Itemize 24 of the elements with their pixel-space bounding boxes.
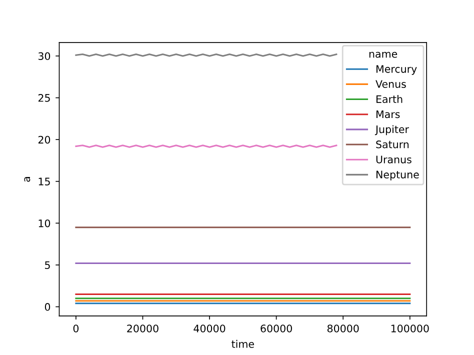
x-tick-label: 40000 — [194, 324, 226, 332]
legend-label: Mercury — [376, 65, 417, 75]
y-tick-label: 10 — [38, 219, 50, 228]
legend-label: Mars — [376, 110, 400, 118]
x-tick-label: 0 — [73, 324, 79, 332]
legend-label: Earth — [376, 95, 402, 104]
x-axis-title: time — [232, 340, 254, 348]
y-tick-label: 20 — [38, 136, 50, 144]
legend-label: Neptune — [376, 170, 419, 180]
legend-label: Jupiter — [374, 125, 409, 136]
x-tick-label: 80000 — [327, 324, 359, 332]
legend-title: name — [369, 52, 398, 58]
y-tick-label: 5 — [45, 261, 50, 270]
legend-label: Venus — [376, 80, 406, 88]
x-tick-label: 100000 — [391, 324, 429, 332]
y-tick-label: 0 — [44, 303, 50, 311]
legend-label: Saturn — [376, 140, 409, 148]
y-tick-label: 15 — [38, 178, 50, 186]
y-tick-label: 30 — [38, 52, 50, 60]
x-tick-label: 20000 — [127, 324, 158, 332]
legend-label: Uranus — [376, 156, 412, 164]
y-tick-label: 25 — [38, 94, 50, 102]
x-tick-label: 60000 — [260, 324, 292, 332]
y-axis-title: a — [24, 177, 30, 182]
